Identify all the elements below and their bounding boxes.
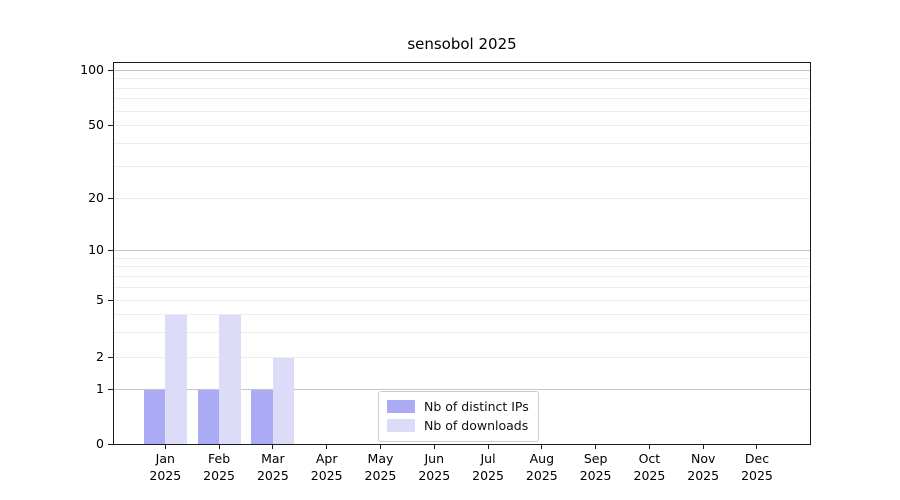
x-tick-year: 2025 bbox=[203, 467, 235, 483]
x-tick-mark bbox=[702, 445, 704, 449]
x-tick-year: 2025 bbox=[525, 467, 558, 483]
gridline-minor bbox=[114, 87, 810, 89]
x-tick-month: Apr bbox=[315, 451, 338, 466]
gridline-minor bbox=[114, 197, 810, 199]
y-tick-label: 0 bbox=[96, 436, 104, 451]
x-tick-label: Jun 2025 bbox=[402, 451, 466, 484]
x-tick-label: Oct 2025 bbox=[617, 451, 681, 484]
gridline-minor bbox=[114, 110, 810, 112]
y-tick-mark bbox=[108, 389, 113, 390]
x-tick-label: Jan 2025 bbox=[133, 451, 197, 484]
x-tick-mark bbox=[487, 445, 489, 449]
y-tick-label: 1 bbox=[96, 381, 104, 396]
gridline-minor bbox=[114, 142, 810, 144]
x-tick-mark bbox=[272, 445, 274, 449]
x-tick-month: Jan bbox=[155, 451, 175, 466]
x-tick-year: 2025 bbox=[418, 467, 451, 483]
y-tick-mark bbox=[108, 197, 113, 199]
y-tick-mark bbox=[108, 444, 113, 445]
gridline-minor bbox=[114, 286, 810, 288]
gridline-minor bbox=[114, 331, 810, 333]
y-tick-label: 20 bbox=[88, 189, 104, 205]
gridline-minor bbox=[114, 300, 810, 301]
x-tick-mark bbox=[541, 445, 543, 449]
x-tick-year: 2025 bbox=[364, 467, 397, 483]
x-tick-mark bbox=[433, 445, 435, 449]
gridline-minor bbox=[114, 313, 810, 315]
x-tick-label: Apr 2025 bbox=[295, 451, 359, 484]
legend: Nb of distinct IPs Nb of downloads bbox=[378, 391, 539, 442]
x-tick-year: 2025 bbox=[687, 467, 720, 483]
x-tick-mark bbox=[164, 445, 166, 449]
x-tick-month: Oct bbox=[638, 451, 661, 466]
gridline-major bbox=[114, 389, 810, 390]
x-tick-month: Dec bbox=[744, 451, 770, 466]
x-tick-year: 2025 bbox=[149, 467, 182, 483]
gridline-major bbox=[114, 250, 810, 251]
x-tick-month: Mar bbox=[261, 451, 285, 466]
y-tick-mark bbox=[108, 356, 113, 358]
x-tick-mark bbox=[379, 445, 381, 449]
x-tick-month: May bbox=[367, 451, 394, 466]
x-tick-month: Nov bbox=[690, 451, 716, 466]
x-tick-month: Feb bbox=[208, 451, 231, 466]
x-tick-label: Nov 2025 bbox=[671, 451, 735, 484]
x-tick-mark bbox=[218, 445, 220, 449]
x-tick-year: 2025 bbox=[472, 467, 504, 483]
legend-entry-downloads: Nb of downloads bbox=[387, 416, 529, 435]
gridline-minor bbox=[114, 125, 810, 126]
x-tick-label: May 2025 bbox=[348, 451, 412, 484]
bar-distinct-ips bbox=[251, 390, 273, 444]
gridline-minor bbox=[114, 98, 810, 100]
bar-downloads bbox=[272, 357, 295, 444]
gridline-major bbox=[114, 70, 810, 71]
y-tick-mark bbox=[108, 70, 113, 71]
y-tick-label: 2 bbox=[96, 348, 104, 364]
y-tick-label: 100 bbox=[80, 62, 104, 77]
gridline-minor bbox=[114, 78, 810, 80]
x-tick-month: Aug bbox=[529, 451, 555, 466]
y-tick-label: 5 bbox=[96, 292, 104, 307]
x-tick-label: Sep 2025 bbox=[564, 451, 628, 484]
gridline-minor bbox=[114, 356, 810, 358]
gridline-minor bbox=[114, 275, 810, 277]
x-tick-label: Aug 2025 bbox=[510, 451, 574, 484]
legend-swatch-distinct-ips-icon bbox=[387, 400, 415, 413]
x-tick-mark bbox=[326, 445, 328, 449]
legend-label-downloads: Nb of downloads bbox=[424, 418, 529, 433]
y-tick-label: 10 bbox=[88, 242, 104, 257]
x-tick-month: Jun bbox=[424, 451, 445, 466]
gridline-minor bbox=[114, 165, 810, 167]
x-tick-mark bbox=[595, 445, 597, 449]
gridline-minor bbox=[114, 266, 810, 268]
legend-swatch-downloads-icon bbox=[387, 419, 415, 432]
x-tick-year: 2025 bbox=[633, 467, 666, 483]
legend-label-distinct-ips: Nb of distinct IPs bbox=[424, 399, 529, 414]
x-tick-label: Mar 2025 bbox=[241, 451, 305, 484]
x-tick-year: 2025 bbox=[579, 467, 612, 483]
legend-entry-distinct-ips: Nb of distinct IPs bbox=[387, 397, 529, 416]
chart-title: sensobol 2025 bbox=[407, 35, 517, 53]
x-tick-year: 2025 bbox=[256, 467, 289, 483]
y-tick-label: 50 bbox=[88, 117, 104, 132]
plot-area bbox=[113, 62, 811, 445]
x-tick-label: Jul 2025 bbox=[456, 451, 520, 484]
x-tick-mark bbox=[756, 445, 758, 449]
bar-distinct-ips bbox=[143, 390, 166, 444]
x-tick-month: Sep bbox=[583, 451, 608, 466]
y-tick-mark bbox=[108, 300, 113, 301]
y-tick-mark bbox=[108, 125, 113, 126]
bar-downloads bbox=[219, 314, 241, 444]
bar-downloads bbox=[165, 314, 187, 444]
y-tick-mark bbox=[108, 250, 113, 251]
bar-distinct-ips bbox=[197, 390, 220, 444]
x-tick-month: Jul bbox=[480, 451, 496, 466]
x-tick-label: Dec 2025 bbox=[725, 451, 789, 484]
gridline-minor bbox=[114, 257, 810, 259]
x-tick-year: 2025 bbox=[741, 467, 773, 483]
x-tick-mark bbox=[648, 445, 650, 449]
x-tick-year: 2025 bbox=[310, 467, 343, 483]
x-tick-label: Feb 2025 bbox=[187, 451, 251, 484]
